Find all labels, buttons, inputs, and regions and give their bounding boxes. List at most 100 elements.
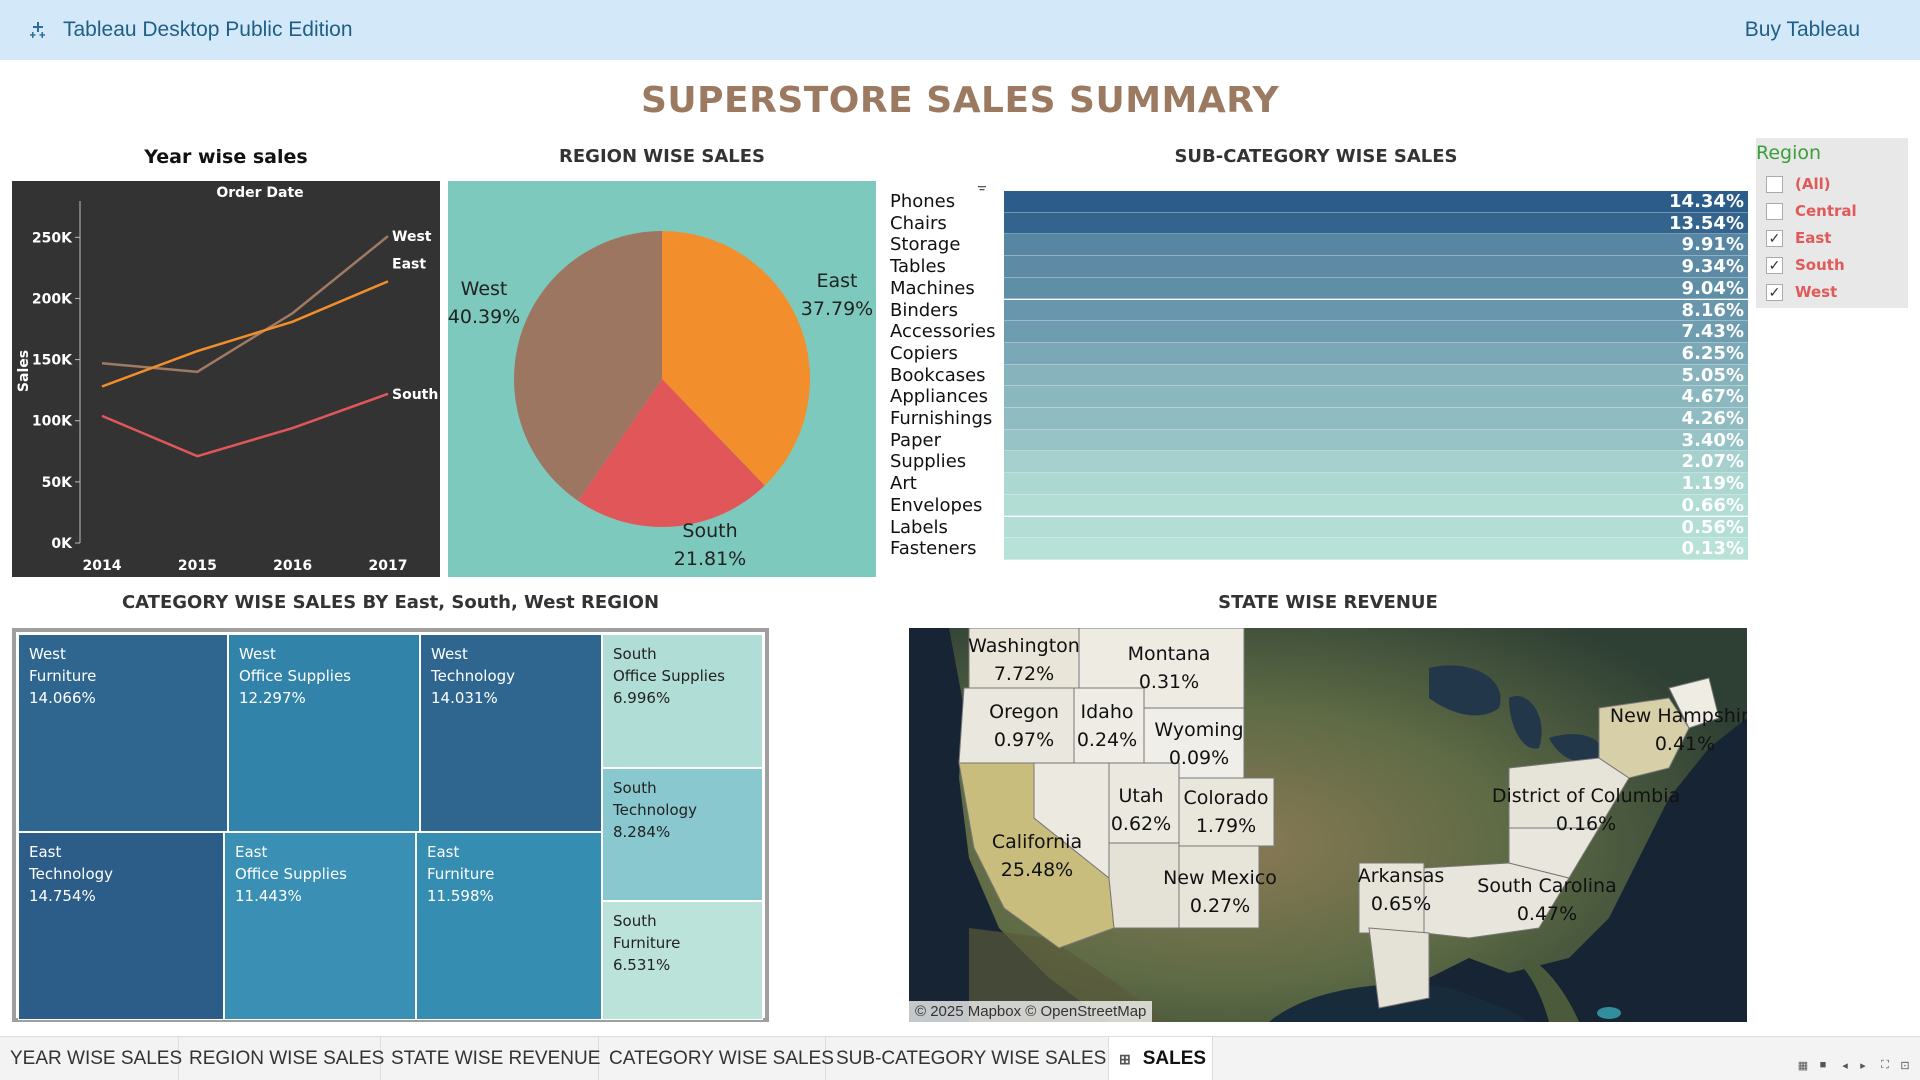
sheet-tab-category-wise-sales[interactable]: CATEGORY WISE SALES [599, 1037, 834, 1080]
subcategory-row[interactable]: Accessories 7.43% [884, 321, 1748, 343]
treemap-cell-south-office-supplies[interactable]: South Office Supplies 6.996% [602, 634, 763, 768]
filter-checkbox[interactable]: ✓ [1766, 256, 1783, 274]
year-sales-chart[interactable]: Order Date Sales 0K 50K 100K 150K 200K 250K 2014… [12, 181, 440, 577]
subcategory-bar[interactable]: 1.19% [1004, 473, 1748, 495]
filter-checkbox[interactable] [1766, 202, 1783, 220]
map-state-label[interactable]: Wyoming 0.09% [1154, 716, 1243, 772]
sheet-tab-year-wise-sales[interactable]: YEAR WISE SALES [0, 1037, 182, 1080]
subcategory-row[interactable]: Chairs 13.54% [884, 212, 1748, 235]
region-sales-chart[interactable]: East 37.79% South 21.81% West 40.39% [448, 181, 876, 577]
series-line-west[interactable] [101, 235, 389, 374]
subcategory-bar[interactable]: 4.26% [1004, 408, 1748, 430]
map-state-label[interactable]: Idaho 0.24% [1077, 698, 1137, 754]
subcategory-bar[interactable]: 4.67% [1004, 386, 1748, 408]
region-filter-item[interactable]: Central [1766, 199, 1857, 223]
series-line-south[interactable] [101, 392, 389, 458]
subcategory-row[interactable]: Machines 9.04% [884, 277, 1748, 300]
region-filter-item[interactable]: ✓ West [1766, 280, 1837, 304]
subcategory-bar[interactable]: 9.91% [1004, 234, 1748, 257]
pie-slice-south[interactable] [577, 379, 765, 527]
map-state-label[interactable]: Arkansas 0.65% [1358, 862, 1445, 918]
map-attribution[interactable]: © 2025 Mapbox © OpenStreetMap [909, 1001, 1153, 1022]
subcategory-row[interactable]: Phones 14.34% [884, 191, 1748, 213]
subcategory-bar[interactable]: 14.34% [1004, 191, 1748, 213]
treemap-category: Office Supplies [239, 667, 352, 685]
subcategory-label: Accessories [890, 321, 996, 343]
sort-icon[interactable] [976, 181, 988, 191]
sheet-tab-sub-category-wise-sales[interactable]: SUB-CATEGORY WISE SALES [826, 1037, 1109, 1080]
subcategory-row[interactable]: Storage 9.91% [884, 234, 1748, 257]
filter-checkbox[interactable]: ✓ [1766, 283, 1783, 301]
subcategory-row[interactable]: Appliances 4.67% [884, 386, 1748, 408]
subcategory-row[interactable]: Tables 9.34% [884, 256, 1748, 278]
region-filter-item[interactable]: (All) [1766, 172, 1831, 196]
map-state-label[interactable]: Colorado 1.79% [1184, 784, 1269, 840]
dashboard-title: SUPERSTORE SALES SUMMARY [640, 80, 1280, 121]
treemap-cell-east-furniture[interactable]: East Furniture 11.598% [416, 832, 602, 1020]
sheet-tab-label: SUB-CATEGORY WISE SALES [836, 1048, 1107, 1069]
map-state-label[interactable]: Montana 0.31% [1128, 640, 1211, 696]
pie-slice-west[interactable] [513, 231, 662, 501]
treemap-cell-south-furniture[interactable]: South Furniture 6.531% [602, 901, 763, 1020]
subcategory-row[interactable]: Binders 8.16% [884, 299, 1748, 322]
subcategory-bar[interactable]: 5.05% [1004, 364, 1748, 387]
prev-sheet-icon[interactable]: ◂ [1842, 1060, 1848, 1072]
category-treemap[interactable]: West Furniture 14.066% West Office Supplies 1… [12, 628, 769, 1022]
filter-checkbox[interactable]: ✓ [1766, 229, 1783, 247]
map-state-label[interactable]: Utah 0.62% [1111, 782, 1171, 838]
sheet-tab-sales[interactable]: ⊞ SALES [1109, 1037, 1213, 1080]
fullscreen-icon[interactable]: ⛶ [1881, 1059, 1889, 1071]
map-state-label[interactable]: New Mexico 0.27% [1163, 864, 1277, 920]
subcategory-bar[interactable]: 0.13% [1004, 538, 1748, 560]
treemap-cell-west-technology[interactable]: West Technology 14.031% [420, 634, 602, 832]
subcategory-row[interactable]: Copiers 6.25% [884, 342, 1748, 365]
treemap-cell-east-office-supplies[interactable]: East Office Supplies 11.443% [224, 832, 416, 1020]
pie-slice-east[interactable] [662, 231, 811, 486]
subcategory-label: Binders [890, 299, 959, 321]
sheet-tab-state-wise-revenue[interactable]: STATE WISE REVENUE [381, 1037, 600, 1080]
subcategory-sales-chart[interactable]: Phones 14.34% Chairs 13.54% Storage 9.91% Tabl… [884, 181, 1748, 561]
buy-tableau-link[interactable]: Buy Tableau [1744, 18, 1860, 41]
subcategory-bar[interactable]: 9.04% [1004, 277, 1748, 300]
subcategory-row[interactable]: Envelopes 0.66% [884, 494, 1748, 517]
subcategory-row[interactable]: Bookcases 5.05% [884, 364, 1748, 387]
subcategory-bar[interactable]: 13.54% [1004, 212, 1748, 235]
subcategory-bar[interactable]: 3.40% [1004, 429, 1748, 452]
subcategory-row[interactable]: Furnishings 4.26% [884, 408, 1748, 430]
region-filter-item[interactable]: ✓ South [1766, 253, 1845, 277]
series-line-east[interactable] [101, 280, 389, 388]
map-state-label[interactable]: Oregon 0.97% [989, 698, 1059, 754]
subcategory-row[interactable]: Art 1.19% [884, 473, 1748, 495]
subcategory-bar[interactable]: 8.16% [1004, 299, 1748, 322]
treemap-cell-west-furniture[interactable]: West Furniture 14.066% [18, 634, 228, 832]
treemap-cell-west-office-supplies[interactable]: West Office Supplies 12.297% [228, 634, 420, 832]
map-state-label[interactable]: Washington 7.72% [968, 632, 1080, 688]
subcategory-row[interactable]: Paper 3.40% [884, 429, 1748, 452]
filmstrip-view-icon[interactable]: ■ [1819, 1059, 1827, 1071]
subcategory-bar[interactable]: 0.56% [1004, 516, 1748, 539]
subcategory-bar[interactable]: 0.66% [1004, 494, 1748, 517]
subcategory-bar[interactable]: 6.25% [1004, 342, 1748, 365]
state-value: 0.47% [1516, 903, 1578, 925]
treemap-cell-south-technology[interactable]: South Technology 8.284% [602, 768, 763, 901]
grid-view-icon[interactable]: ▦ [1797, 1060, 1809, 1072]
subcategory-bar[interactable]: 7.43% [1004, 321, 1748, 343]
next-sheet-icon[interactable]: ▸ [1860, 1060, 1866, 1072]
map-state-label[interactable]: California 25.48% [992, 828, 1082, 884]
subcategory-bar[interactable]: 9.34% [1004, 256, 1748, 278]
subcategory-row[interactable]: Supplies 2.07% [884, 451, 1748, 474]
map-state-label[interactable]: South Carolina 0.47% [1477, 872, 1616, 928]
state-value: 0.62% [1110, 813, 1172, 835]
state-revenue-map[interactable]: Washington 7.72% Montana 0.31% Oregon 0.97% Id… [909, 628, 1747, 1022]
sheet-tab-region-wise-sales[interactable]: REGION WISE SALES [179, 1037, 384, 1080]
subcategory-bar[interactable]: 2.07% [1004, 451, 1748, 474]
map-state-label[interactable]: New Hampshire 0.41% [1610, 702, 1747, 758]
subcategory-row[interactable]: Labels 0.56% [884, 516, 1748, 539]
region-filter-item[interactable]: ✓ East [1766, 226, 1831, 250]
filter-checkbox[interactable] [1766, 175, 1783, 193]
presentation-icon[interactable]: ⊡ [1900, 1060, 1910, 1072]
treemap-cell-east-technology[interactable]: East Technology 14.754% [18, 832, 224, 1020]
subcategory-row[interactable]: Fasteners 0.13% [884, 538, 1748, 560]
map-state-label[interactable]: District of Columbia 0.16% [1492, 782, 1680, 838]
state-name: New Hampshire [1609, 705, 1747, 727]
